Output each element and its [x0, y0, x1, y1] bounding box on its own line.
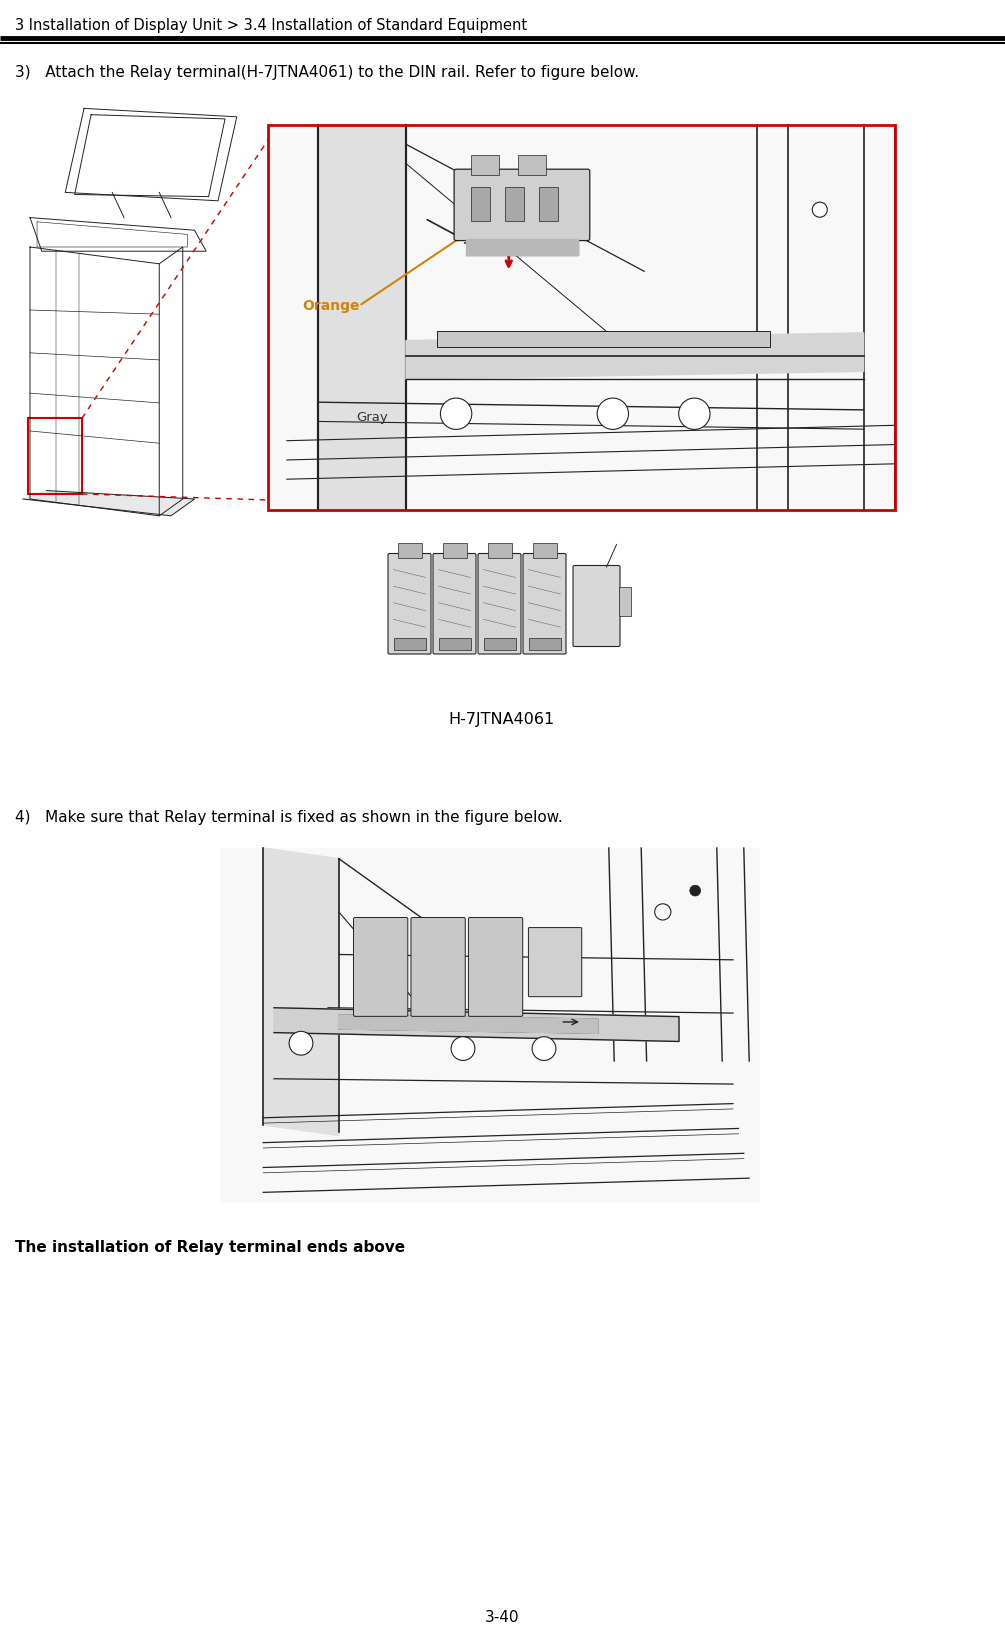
- Bar: [519, 156, 547, 175]
- Polygon shape: [406, 333, 863, 378]
- FancyBboxPatch shape: [573, 565, 620, 647]
- Bar: [319, 124, 406, 509]
- Circle shape: [654, 904, 671, 921]
- FancyBboxPatch shape: [529, 927, 582, 996]
- Circle shape: [451, 1037, 475, 1060]
- FancyBboxPatch shape: [454, 169, 590, 241]
- FancyBboxPatch shape: [523, 554, 566, 654]
- Bar: [471, 187, 490, 221]
- Polygon shape: [263, 848, 339, 1135]
- Polygon shape: [23, 491, 195, 516]
- Bar: [268, 124, 895, 509]
- Bar: [471, 156, 499, 175]
- Text: H-7JTNA4061: H-7JTNA4061: [449, 713, 555, 727]
- Bar: [220, 848, 760, 1202]
- Bar: [442, 544, 466, 559]
- Text: Orange: Orange: [303, 300, 360, 313]
- Circle shape: [597, 398, 628, 429]
- Text: 3 Installation of Display Unit > 3.4 Installation of Standard Equipment: 3 Installation of Display Unit > 3.4 Ins…: [15, 18, 528, 33]
- Text: 3-40: 3-40: [484, 1610, 520, 1625]
- Circle shape: [812, 201, 827, 218]
- FancyBboxPatch shape: [411, 917, 465, 1016]
- Bar: [539, 187, 558, 221]
- Circle shape: [678, 398, 711, 429]
- Circle shape: [440, 398, 471, 429]
- Bar: [437, 331, 770, 347]
- Circle shape: [689, 885, 700, 896]
- Text: 4)   Make sure that Relay terminal is fixed as shown in the figure below.: 4) Make sure that Relay terminal is fixe…: [15, 811, 563, 826]
- FancyBboxPatch shape: [478, 554, 521, 654]
- FancyBboxPatch shape: [354, 917, 408, 1016]
- Bar: [268, 124, 895, 509]
- Bar: [487, 544, 512, 559]
- Text: Gray: Gray: [356, 411, 388, 424]
- Text: The installation of Relay terminal ends above: The installation of Relay terminal ends …: [15, 1240, 405, 1255]
- Bar: [438, 637, 470, 650]
- Bar: [505, 187, 524, 221]
- Polygon shape: [274, 1007, 679, 1042]
- FancyBboxPatch shape: [388, 554, 431, 654]
- FancyBboxPatch shape: [433, 554, 476, 654]
- Bar: [394, 637, 425, 650]
- Bar: [533, 544, 557, 559]
- Bar: [483, 637, 516, 650]
- Bar: [398, 544, 421, 559]
- Polygon shape: [339, 1016, 598, 1034]
- Circle shape: [532, 1037, 556, 1060]
- Text: 3)   Attach the Relay terminal(H-7JTNA4061) to the DIN rail. Refer to figure bel: 3) Attach the Relay terminal(H-7JTNA4061…: [15, 66, 639, 80]
- Bar: [618, 586, 630, 616]
- Circle shape: [289, 1032, 313, 1055]
- Polygon shape: [465, 239, 578, 256]
- FancyBboxPatch shape: [468, 917, 523, 1016]
- Bar: [28, 418, 82, 495]
- Bar: [529, 637, 561, 650]
